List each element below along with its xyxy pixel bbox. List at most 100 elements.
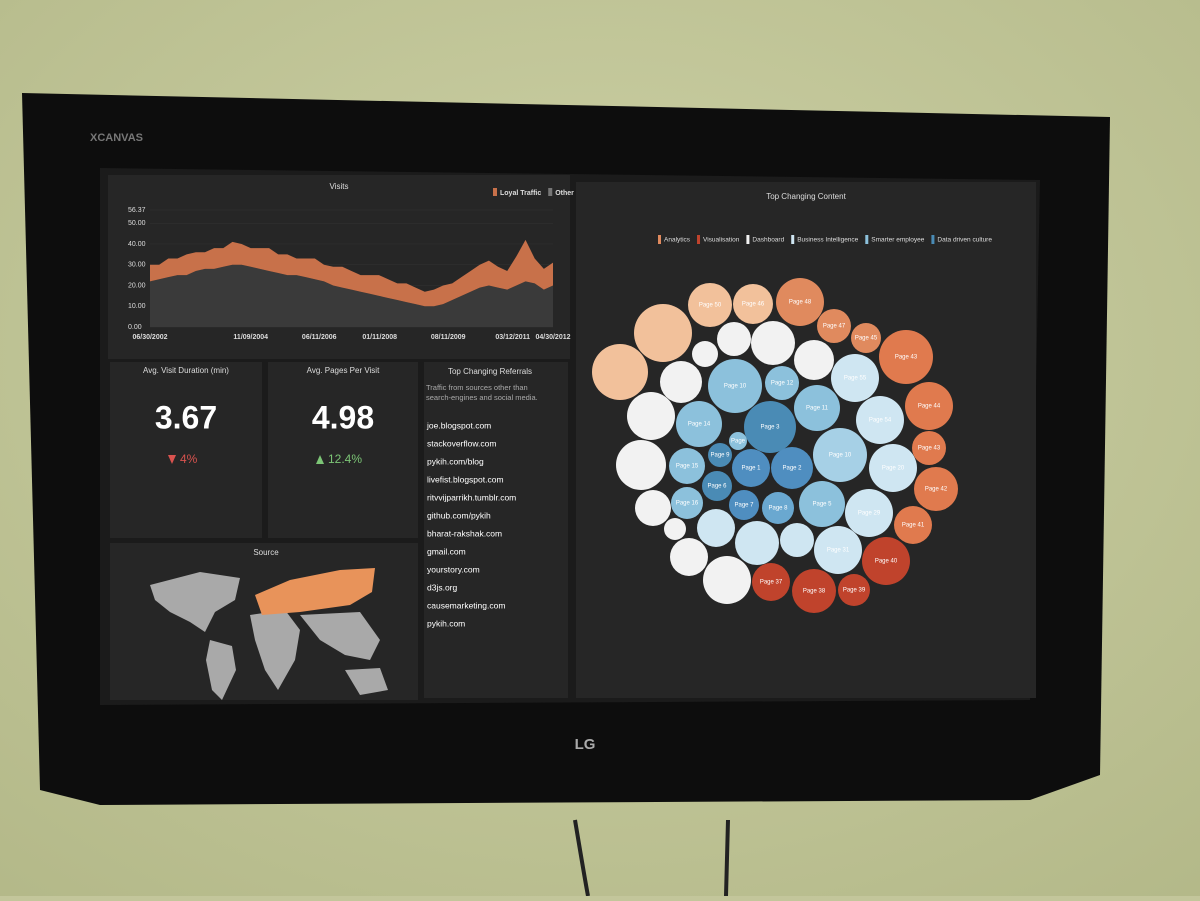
y-tick-label: 30.00: [128, 262, 146, 269]
bubble[interactable]: [752, 563, 790, 601]
bubble[interactable]: [780, 523, 814, 557]
bubble[interactable]: [692, 341, 718, 367]
legend-label: Smarter employee: [871, 237, 924, 244]
bubble-label: Page 1: [741, 466, 761, 472]
x-tick-label: 03/12/2011: [495, 334, 530, 341]
panel-title: Top Changing Referrals: [448, 367, 532, 376]
bubble[interactable]: [831, 354, 879, 402]
bubble[interactable]: [838, 574, 870, 606]
bubble[interactable]: [905, 382, 953, 430]
bubble[interactable]: [708, 359, 762, 413]
bubble[interactable]: [814, 526, 862, 574]
bubble[interactable]: [751, 321, 795, 365]
bubble[interactable]: [627, 392, 675, 440]
area: [150, 239, 553, 307]
y-tick-label: 10.00: [128, 303, 146, 310]
x-tick-label: 06/11/2006: [302, 334, 337, 341]
bubble[interactable]: [703, 556, 751, 604]
legend-swatch: [493, 188, 497, 196]
panel: [110, 362, 262, 538]
bubble-label: Page 29: [858, 511, 881, 517]
bubble[interactable]: [735, 521, 779, 565]
bubble[interactable]: [771, 447, 813, 489]
y-tick-label: 20.00: [128, 282, 146, 289]
bubble[interactable]: [794, 340, 834, 380]
bubble[interactable]: [702, 471, 732, 501]
legend-label: Business Intelligence: [797, 237, 858, 244]
bubble-label: Page 2: [782, 466, 802, 472]
bubble-label: Page 16: [676, 501, 699, 507]
legend-swatch: [791, 235, 795, 244]
bubble-label: Page 37: [760, 580, 783, 586]
bubble-label: Page 38: [803, 589, 826, 595]
cables: [573, 819, 730, 897]
bubble-label: Page 11: [806, 406, 829, 412]
metric-change: 12.4%: [328, 452, 362, 466]
bubble[interactable]: [729, 432, 747, 450]
bubble[interactable]: [813, 428, 867, 482]
bubble[interactable]: [688, 283, 732, 327]
bubble[interactable]: [635, 490, 671, 526]
bubble-label: Page 8: [768, 506, 788, 512]
legend-swatch: [658, 235, 661, 244]
bubble[interactable]: [729, 490, 759, 520]
x-tick-label: 06/30/2002: [132, 334, 167, 341]
bubble[interactable]: [856, 396, 904, 444]
bubble[interactable]: [676, 401, 722, 447]
legend-label: Dashboard: [752, 237, 784, 244]
bubble-label: Page 41: [902, 523, 925, 529]
panel-title: Avg. Pages Per Visit: [307, 366, 380, 375]
bubble[interactable]: [851, 323, 881, 353]
bubble[interactable]: [697, 509, 735, 547]
bubble[interactable]: [744, 401, 796, 453]
bubble-label: Page 55: [844, 376, 867, 382]
bubble[interactable]: [616, 440, 666, 490]
referral-link: yourstory.com: [427, 564, 480, 574]
bubble-label: Page 5: [812, 502, 832, 508]
bubble[interactable]: [634, 304, 692, 362]
bubble[interactable]: [762, 492, 794, 524]
bubble[interactable]: [765, 366, 799, 400]
bubble-label: Page 43: [918, 446, 941, 452]
bubble[interactable]: [733, 284, 773, 324]
brand: LG: [575, 736, 596, 753]
referral-link: ritvvijparrikh.tumblr.com: [427, 492, 516, 502]
bubble-label: Page: [731, 439, 746, 445]
bubble[interactable]: [845, 489, 893, 537]
bubble[interactable]: [671, 487, 703, 519]
bubble[interactable]: [912, 431, 946, 465]
panel: [424, 362, 568, 698]
bubble[interactable]: [799, 481, 845, 527]
bubble[interactable]: [879, 330, 933, 384]
bubble[interactable]: [660, 361, 702, 403]
legend-label: Visualisation: [703, 237, 740, 244]
bubble[interactable]: [592, 344, 648, 400]
bubble[interactable]: [792, 569, 836, 613]
bubble[interactable]: [776, 278, 824, 326]
land-highlight: [255, 568, 375, 615]
bubble[interactable]: [708, 443, 732, 467]
bubble[interactable]: [664, 518, 686, 540]
bubble[interactable]: [669, 448, 705, 484]
bubble[interactable]: [717, 322, 751, 356]
bubble[interactable]: [794, 385, 840, 431]
bubble[interactable]: [817, 309, 851, 343]
bubble-label: Page 15: [676, 464, 699, 470]
bubble[interactable]: [914, 467, 958, 511]
x-tick-label: 11/09/2004: [233, 334, 268, 341]
bubble[interactable]: [862, 537, 910, 585]
bubble[interactable]: [732, 449, 770, 487]
referral-link: stackoverflow.com: [427, 438, 496, 448]
legend-label: Other: [555, 190, 574, 197]
bubble[interactable]: [670, 538, 708, 576]
legend-swatch: [697, 235, 701, 244]
referral-link: d3js.org: [427, 582, 458, 592]
land: [150, 572, 388, 700]
metric-value: 4.98: [312, 399, 374, 435]
bubble[interactable]: [869, 444, 917, 492]
bubble-label: Page 10: [829, 453, 852, 459]
bubble[interactable]: [894, 506, 932, 544]
legend-label: Analytics: [664, 237, 691, 244]
bubble-label: Page 3: [760, 425, 780, 431]
